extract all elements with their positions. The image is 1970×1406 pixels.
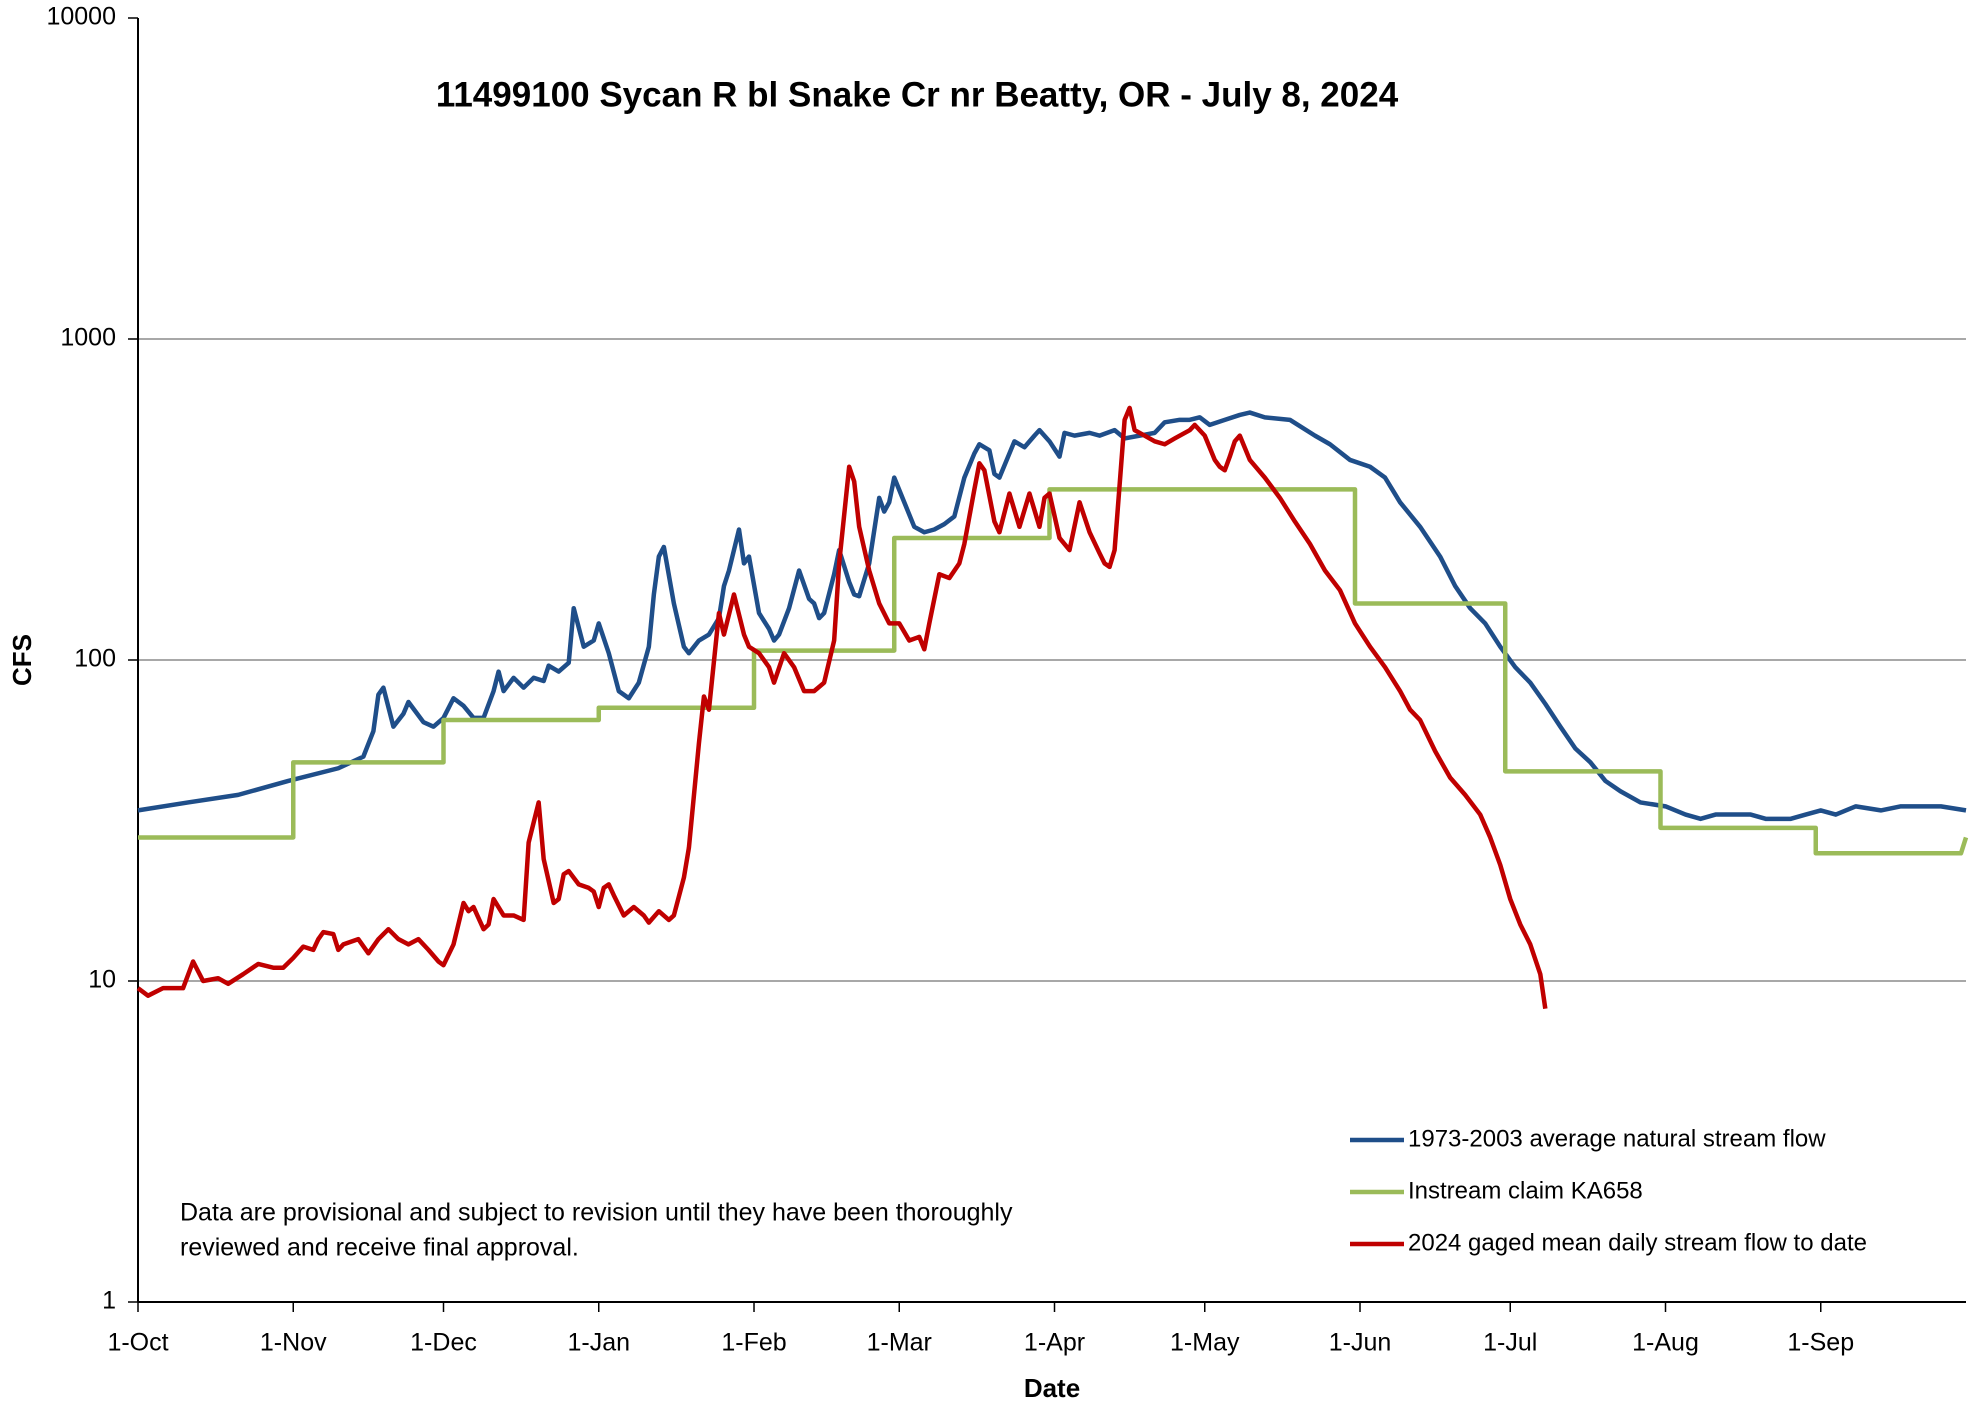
x-tick-label: 1-Jul [1483, 1329, 1537, 1357]
x-tick-label: 1-Feb [721, 1329, 786, 1357]
chart-title: 11499100 Sycan R bl Snake Cr nr Beatty, … [436, 75, 1399, 114]
y-tick-label: 100 [74, 645, 116, 673]
x-tick-label: 1-Sep [1787, 1329, 1854, 1357]
x-tick-label: 1-Nov [260, 1329, 327, 1357]
x-tick-label: 1-Mar [867, 1329, 932, 1357]
series-line [137, 410, 1967, 822]
x-tick-label: 1-Jan [567, 1329, 630, 1357]
x-tick-label: 1-Oct [107, 1329, 168, 1357]
y-tick-label: 1000 [60, 324, 116, 352]
y-tick-label: 1 [102, 1287, 116, 1315]
y-axis-label: CFS [7, 634, 37, 686]
x-tick-label: 1-Apr [1024, 1329, 1085, 1357]
annotation: reviewed and receive final approval. [180, 1234, 579, 1262]
x-tick-label: 1-May [1170, 1329, 1240, 1357]
x-tick-label: 1-Dec [410, 1329, 477, 1357]
series-line [136, 405, 1548, 1009]
series-line [138, 487, 1969, 856]
x-tick-label: 1-Aug [1632, 1329, 1699, 1357]
annotation: Data are provisional and subject to revi… [180, 1199, 1013, 1227]
x-tick-label: 1-Jun [1329, 1329, 1392, 1357]
y-tick-label: 10 [88, 966, 116, 994]
legend-label: Instream claim KA658 [1408, 1177, 1643, 1204]
y-tick-label: 10000 [46, 3, 116, 31]
x-axis-label: Date [1024, 1373, 1080, 1403]
legend-label: 2024 gaged mean daily stream flow to dat… [1408, 1229, 1867, 1256]
legend-label: 1973-2003 average natural stream flow [1408, 1125, 1826, 1152]
